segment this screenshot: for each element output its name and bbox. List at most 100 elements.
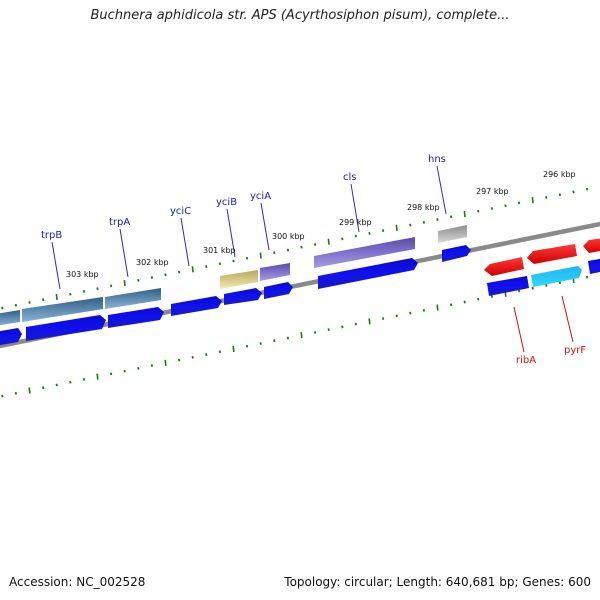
minor-tick [96,287,99,291]
leader-trpB [51,241,61,290]
minor-tick [41,298,45,302]
minor-tick [327,328,330,332]
minor-tick [354,234,358,238]
gene-label-yciC[interactable]: yciC [170,206,191,217]
minor-tick [531,286,534,290]
major-tick [368,318,371,325]
minor-tick [517,289,521,293]
major-tick [463,210,466,218]
minor-tick [164,273,167,277]
cds-reverse-2[interactable] [527,244,577,264]
gene-label-pyrF[interactable]: pyrF [564,345,586,356]
minor-tick [585,187,589,191]
gene-label-ribA[interactable]: ribA [516,355,536,366]
minor-tick [191,355,194,359]
major-tick [96,373,99,380]
minor-tick [218,262,222,266]
tick-row-lower [1,275,589,398]
feature-bar-steel-left [0,310,20,326]
feature-bar-trpA[interactable] [105,288,161,309]
leader-ribA [513,306,525,353]
minor-tick [436,218,439,221]
minor-tick [137,278,140,282]
minor-tick [82,377,86,381]
minor-tick [313,331,317,334]
major-tick [327,238,330,245]
minor-tick [109,284,113,288]
feature-bar-yciA[interactable] [260,263,290,281]
minor-tick [477,209,480,213]
kbp-label: 299 kbp [339,218,372,227]
cds-yciC[interactable] [171,296,222,316]
leader-hns [436,165,447,215]
minor-tick [1,394,4,398]
feature-bar-trpB[interactable] [22,297,103,322]
minor-tick [354,322,358,326]
minor-tick [14,391,18,395]
leader-yciB [226,208,236,258]
minor-tick [123,369,126,373]
gene-label-trpB[interactable]: trpB [41,230,62,241]
feature-bar-yciB[interactable] [220,270,258,289]
minor-tick [245,256,249,260]
cds-forward-left-edge[interactable] [0,328,22,346]
accession-text: Accession: NC_002528 [9,575,146,589]
leader-trpA [119,228,129,278]
minor-tick [572,190,575,194]
feature-bar-cls[interactable] [314,237,415,268]
minor-tick [490,295,494,298]
minor-tick [449,303,453,307]
minor-tick [517,201,521,205]
major-tick [395,224,398,231]
kbp-label: 296 kbp [543,170,576,179]
major-tick [191,266,194,273]
cds-cls[interactable] [318,258,418,289]
cds-right-blue[interactable] [487,276,529,296]
cds-hns[interactable] [442,245,471,262]
cds-trpB[interactable] [26,315,106,341]
cds-trpA[interactable] [108,307,164,328]
cds-ribA[interactable] [484,257,524,276]
minor-tick [41,386,45,390]
minor-tick [409,223,412,227]
minor-tick [1,306,4,310]
minor-tick [150,364,154,368]
minor-tick [449,215,453,219]
minor-tick [28,301,31,304]
major-tick [123,280,126,287]
minor-tick [137,366,140,370]
kbp-label: 300 kbp [272,232,305,241]
gene-label-hns[interactable]: hns [428,154,446,165]
cds-right-edge[interactable] [588,258,600,274]
minor-tick [82,289,86,293]
minor-tick [558,193,562,197]
minor-tick [245,344,249,348]
cds-reverse-3[interactable] [583,238,600,253]
minor-tick [286,336,290,340]
cds-yciA[interactable] [264,282,293,299]
minor-tick [545,196,548,199]
minor-tick [218,350,222,354]
minor-tick [463,300,466,304]
gene-label-cls[interactable]: cls [343,172,357,183]
cds-yciB[interactable] [224,288,262,305]
gene-label-yciB[interactable]: yciB [216,197,237,208]
major-tick [55,293,58,301]
minor-tick [422,308,426,312]
minor-tick [259,342,262,345]
feature-bar-hns[interactable] [438,225,467,243]
summary-text: Topology: circular; Length: 640,681 bp; … [284,575,591,589]
tick-row-upper [1,187,589,310]
kbp-label: 303 kbp [66,270,99,279]
cds-pyrF[interactable] [531,266,582,287]
leader-yciC [180,217,190,267]
gene-label-trpA[interactable]: trpA [109,217,130,228]
minor-tick [205,265,208,268]
minor-tick [55,383,58,387]
minor-tick [273,251,276,255]
minor-tick [422,220,426,224]
minor-tick [585,275,589,279]
map-title: Buchnera aphidicola str. APS (Acyrthosip… [90,8,510,23]
gene-label-yciA[interactable]: yciA [250,191,271,202]
reverse-gene-labels: ribA pyrF [516,345,586,366]
